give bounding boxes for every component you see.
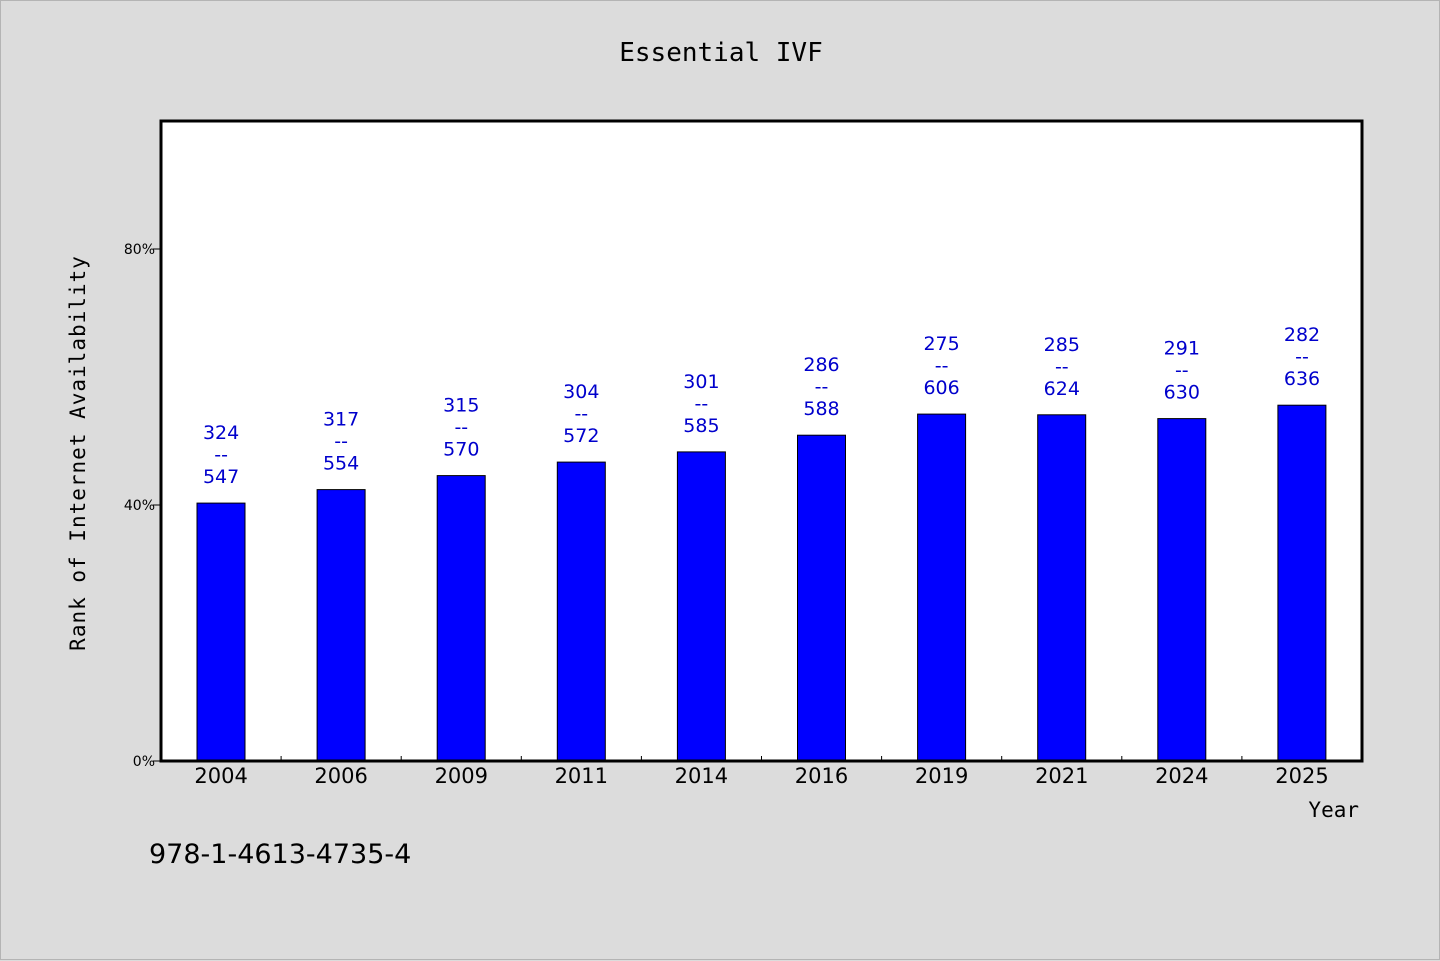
x-tick-label-2024: 2024 bbox=[1155, 764, 1208, 788]
chart-title: Essential IVF bbox=[619, 38, 823, 68]
x-tick-label-2014: 2014 bbox=[675, 764, 728, 788]
data-label-2009-line-3: 570 bbox=[443, 439, 479, 461]
bar-2004 bbox=[196, 502, 246, 762]
data-label-2014-line-3: 585 bbox=[683, 415, 719, 437]
data-label-2016-line-2: -- bbox=[815, 376, 829, 398]
bar-2006 bbox=[316, 489, 366, 762]
bar-2021 bbox=[1037, 414, 1087, 762]
bar-2025 bbox=[1277, 404, 1327, 762]
data-label-2011-line-1: 304 bbox=[563, 381, 599, 403]
data-label-2011-line-2: -- bbox=[574, 403, 588, 425]
y-tick-label-40: 40% bbox=[124, 498, 155, 514]
x-tick-label-2006: 2006 bbox=[314, 764, 367, 788]
data-label-2016-line-1: 286 bbox=[803, 354, 839, 376]
bar-2024 bbox=[1157, 418, 1207, 762]
data-label-2019-line-2: -- bbox=[935, 355, 949, 377]
x-axis-label: Year bbox=[1308, 798, 1359, 822]
data-label-2004-line-1: 324 bbox=[203, 422, 239, 444]
data-label-2011-line-3: 572 bbox=[563, 425, 599, 447]
data-label-2025-line-1: 282 bbox=[1284, 324, 1320, 346]
x-tick-label-2021: 2021 bbox=[1035, 764, 1088, 788]
data-label-2025-line-3: 636 bbox=[1284, 368, 1320, 390]
bar-2016 bbox=[797, 434, 846, 762]
y-axis: 0% 40% 80% bbox=[124, 242, 161, 770]
data-label-2021-line-3: 624 bbox=[1044, 378, 1080, 400]
data-label-2004-line-3: 547 bbox=[203, 466, 239, 488]
bar-2019 bbox=[917, 413, 967, 762]
bar-2009 bbox=[436, 475, 486, 762]
data-label-2019-line-3: 606 bbox=[923, 377, 959, 399]
data-label-2009-line-2: -- bbox=[454, 417, 468, 439]
x-tick-label-2009: 2009 bbox=[435, 764, 488, 788]
data-label-2006-line-1: 317 bbox=[323, 409, 359, 431]
data-label-2021-line-1: 285 bbox=[1044, 334, 1080, 356]
data-label-2009-line-1: 315 bbox=[443, 395, 479, 417]
x-tick-label-2019: 2019 bbox=[915, 764, 968, 788]
data-labels-group: 324--547317--554315--570304--572301--585… bbox=[203, 324, 1320, 488]
x-tick-label-2016: 2016 bbox=[795, 764, 848, 788]
bar-2011 bbox=[556, 461, 606, 762]
data-label-2021-line-2: -- bbox=[1055, 356, 1069, 378]
data-label-2014-line-1: 301 bbox=[683, 371, 719, 393]
footer-note: 978-1-4613-4735-4 bbox=[149, 839, 411, 870]
data-label-2006-line-2: -- bbox=[334, 431, 348, 453]
x-axis: 2004 2006 2009 2011 2014 2016 2019 2021 2024 2025 bbox=[194, 756, 1329, 788]
x-tick-label-2025: 2025 bbox=[1275, 764, 1328, 788]
data-label-2006-line-3: 554 bbox=[323, 453, 359, 475]
y-tick-label-0: 0% bbox=[133, 754, 155, 770]
bar-2014 bbox=[676, 451, 726, 762]
data-label-2016-line-3: 588 bbox=[803, 398, 839, 420]
bars-group bbox=[196, 404, 1327, 762]
data-label-2019-line-1: 275 bbox=[923, 333, 959, 355]
data-label-2024-line-1: 291 bbox=[1164, 338, 1200, 360]
data-label-2025-line-2: -- bbox=[1295, 346, 1309, 368]
y-tick-label-80: 80% bbox=[124, 242, 155, 258]
data-label-2024-line-2: -- bbox=[1175, 360, 1189, 382]
data-label-2004-line-2: -- bbox=[214, 444, 228, 466]
data-label-2014-line-2: -- bbox=[695, 393, 709, 415]
x-tick-label-2004: 2004 bbox=[194, 764, 247, 788]
y-axis-label: Rank of Internet Availability bbox=[66, 255, 90, 651]
data-label-2024-line-3: 630 bbox=[1164, 382, 1200, 404]
plot-border bbox=[159, 119, 1364, 763]
x-tick-label-2011: 2011 bbox=[555, 764, 608, 788]
